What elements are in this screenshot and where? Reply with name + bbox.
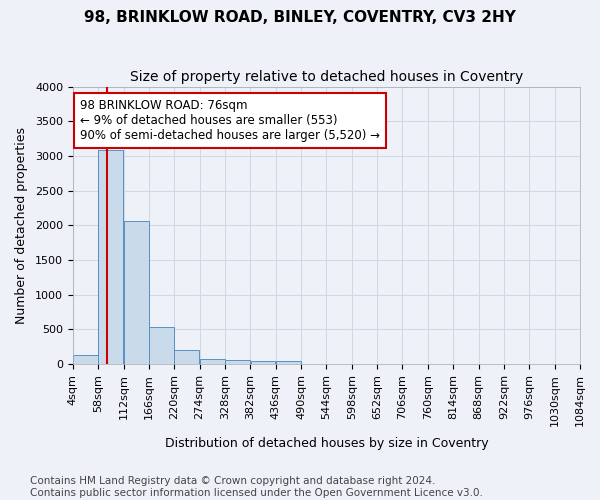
- Text: 98 BRINKLOW ROAD: 76sqm
← 9% of detached houses are smaller (553)
90% of semi-de: 98 BRINKLOW ROAD: 76sqm ← 9% of detached…: [80, 99, 380, 142]
- Bar: [175, 350, 199, 364]
- Bar: [225, 360, 250, 364]
- Text: 98, BRINKLOW ROAD, BINLEY, COVENTRY, CV3 2HY: 98, BRINKLOW ROAD, BINLEY, COVENTRY, CV3…: [84, 10, 516, 25]
- Bar: [149, 326, 174, 364]
- Text: Contains HM Land Registry data © Crown copyright and database right 2024.
Contai: Contains HM Land Registry data © Crown c…: [30, 476, 483, 498]
- Y-axis label: Number of detached properties: Number of detached properties: [15, 127, 28, 324]
- Bar: [98, 150, 123, 364]
- Title: Size of property relative to detached houses in Coventry: Size of property relative to detached ho…: [130, 70, 523, 84]
- Bar: [73, 355, 98, 364]
- Bar: [124, 220, 149, 364]
- X-axis label: Distribution of detached houses by size in Coventry: Distribution of detached houses by size …: [164, 437, 488, 450]
- Bar: [200, 359, 225, 364]
- Bar: [251, 360, 275, 364]
- Bar: [276, 361, 301, 364]
